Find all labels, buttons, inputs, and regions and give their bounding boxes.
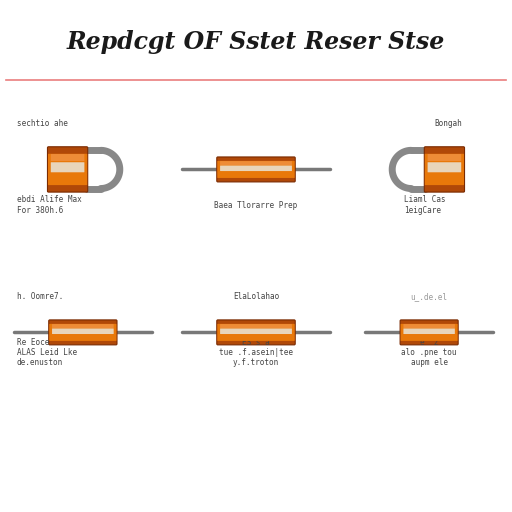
FancyBboxPatch shape: [400, 324, 458, 341]
FancyBboxPatch shape: [52, 329, 114, 334]
FancyBboxPatch shape: [424, 147, 464, 192]
FancyBboxPatch shape: [220, 165, 292, 171]
FancyBboxPatch shape: [51, 154, 84, 161]
FancyBboxPatch shape: [48, 147, 88, 192]
FancyBboxPatch shape: [220, 324, 292, 328]
FancyBboxPatch shape: [400, 320, 458, 345]
Text: sechtio ahe: sechtio ahe: [17, 119, 68, 128]
FancyBboxPatch shape: [51, 162, 84, 172]
Text: ES s a
tue .f.asein|tee
y.f.troton: ES s a tue .f.asein|tee y.f.troton: [219, 338, 293, 368]
Text: Baea Tlorarre Prep: Baea Tlorarre Prep: [215, 201, 297, 209]
Text: ElaLolahao: ElaLolahao: [233, 292, 279, 301]
Text: Bongah: Bongah: [434, 119, 462, 128]
FancyBboxPatch shape: [220, 329, 292, 334]
FancyBboxPatch shape: [49, 320, 117, 345]
Text: Liaml Cas
1eigCare: Liaml Cas 1eigCare: [403, 195, 445, 215]
FancyBboxPatch shape: [220, 161, 292, 165]
FancyBboxPatch shape: [217, 324, 295, 341]
FancyBboxPatch shape: [49, 324, 116, 341]
FancyBboxPatch shape: [217, 320, 295, 345]
Text: Repdcgt OF Sstet Reser Stse: Repdcgt OF Sstet Reser Stse: [67, 30, 445, 54]
Text: u_.de.el: u_.de.el: [411, 292, 447, 301]
Text: e  2
alo .pne tou
aupm ele: e 2 alo .pne tou aupm ele: [401, 338, 457, 368]
FancyBboxPatch shape: [428, 154, 461, 161]
FancyBboxPatch shape: [428, 162, 461, 172]
FancyBboxPatch shape: [403, 324, 455, 328]
Text: ebdi Alife Max
For 380h.6: ebdi Alife Max For 380h.6: [17, 195, 81, 215]
Text: h. Oomre7.: h. Oomre7.: [17, 292, 63, 301]
Text: Re Eoce
ALAS Leid Lke
de.enuston: Re Eoce ALAS Leid Lke de.enuston: [17, 338, 77, 368]
FancyBboxPatch shape: [403, 329, 455, 334]
FancyBboxPatch shape: [48, 154, 87, 185]
FancyBboxPatch shape: [217, 157, 295, 182]
FancyBboxPatch shape: [217, 161, 295, 178]
FancyBboxPatch shape: [425, 154, 464, 185]
FancyBboxPatch shape: [52, 324, 114, 328]
